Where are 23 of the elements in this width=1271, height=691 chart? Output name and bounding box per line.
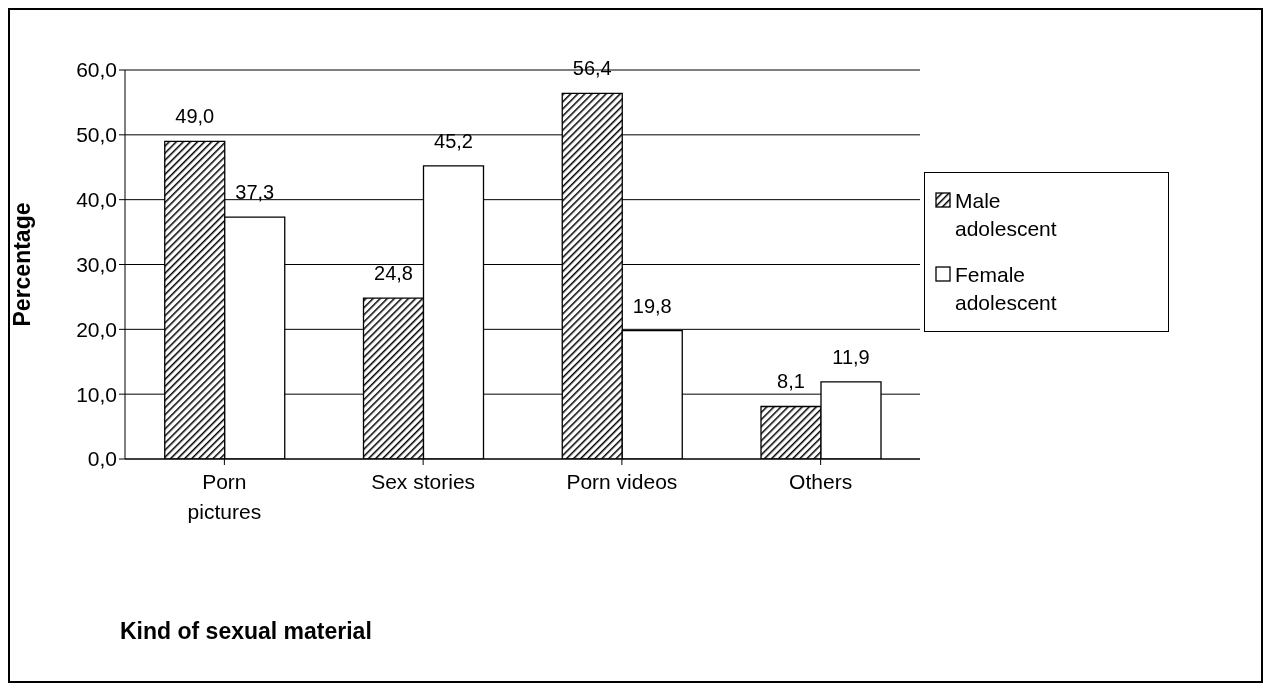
data-label: 8,1 [777,370,805,393]
y-tick-label: 40,0 [76,188,117,212]
data-label: 45,2 [434,129,473,152]
x-axis-title: Kind of sexual material [120,618,372,645]
data-label: 11,9 [832,345,870,368]
y-tick-label: 10,0 [76,382,117,406]
legend-label: Female adolescent [955,262,1057,316]
x-tick-label: Porn videos [566,470,678,493]
x-tick-label: Porn pictures [187,470,262,523]
data-label: 37,3 [235,181,275,204]
y-axis-title: Percentage [9,202,36,327]
x-tick-label: Sex stories [371,470,476,493]
data-label: 19,8 [632,294,672,317]
data-label: 24,8 [374,262,413,285]
y-tick-label: 20,0 [76,317,117,341]
x-tick-label: Others [789,470,853,493]
y-tick-label: 0,0 [87,447,117,471]
data-label: 56,4 [572,57,612,80]
data-label: 49,0 [175,105,215,128]
y-tick-label: 50,0 [76,123,117,147]
y-tick-label: 30,0 [76,252,117,276]
y-tick-label: 60,0 [76,58,117,82]
legend-label: Male adolescent [955,188,1057,242]
